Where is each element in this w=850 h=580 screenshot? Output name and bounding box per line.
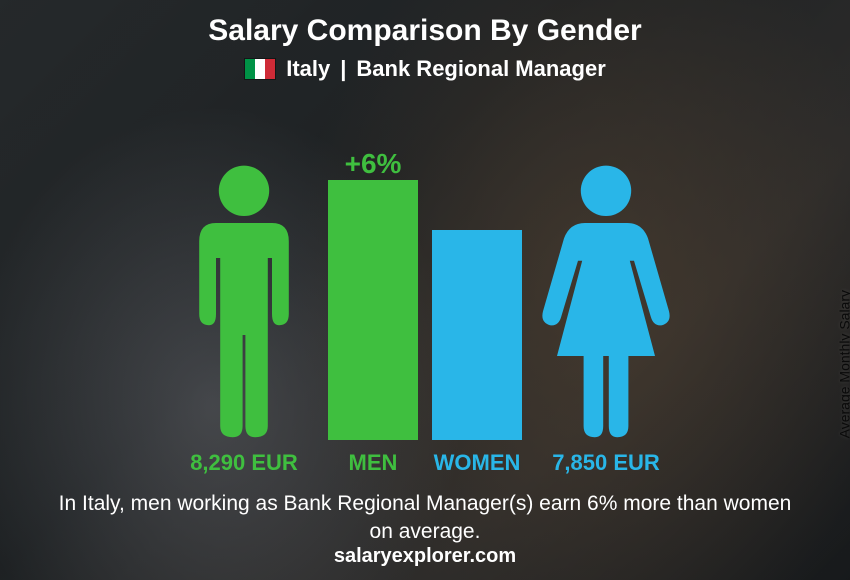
female-person-icon [536, 160, 676, 440]
separator: | [340, 56, 346, 82]
male-bar: +6% [328, 180, 418, 440]
female-bar [432, 230, 522, 440]
delta-label: +6% [345, 148, 402, 180]
male-person-icon [174, 160, 314, 440]
infographic-content: Salary Comparison By Gender Italy | Bank… [0, 0, 850, 580]
female-bar-col [432, 100, 522, 440]
female-icon-col [536, 100, 676, 440]
page-title: Salary Comparison By Gender [208, 14, 641, 48]
labels-row: 8,290 EUR MEN WOMEN 7,850 EUR [65, 450, 785, 476]
flag-stripe-green [245, 59, 255, 79]
male-bar-col: +6% [328, 100, 418, 440]
female-category-label: WOMEN [432, 450, 522, 476]
chart-area: +6% [65, 100, 785, 440]
male-salary-label: 8,290 EUR [174, 450, 314, 476]
flag-stripe-red [265, 59, 275, 79]
male-icon-col [174, 100, 314, 440]
y-axis-label: Average Monthly Salary [836, 290, 850, 438]
male-category-label: MEN [328, 450, 418, 476]
flag-stripe-white [255, 59, 265, 79]
role-label: Bank Regional Manager [356, 56, 605, 82]
country-label: Italy [286, 56, 330, 82]
summary-text: In Italy, men working as Bank Regional M… [45, 490, 805, 547]
footer-attribution: salaryexplorer.com [0, 545, 850, 568]
female-salary-label: 7,850 EUR [536, 450, 676, 476]
subtitle-row: Italy | Bank Regional Manager [244, 56, 606, 82]
italy-flag-icon [244, 58, 276, 80]
